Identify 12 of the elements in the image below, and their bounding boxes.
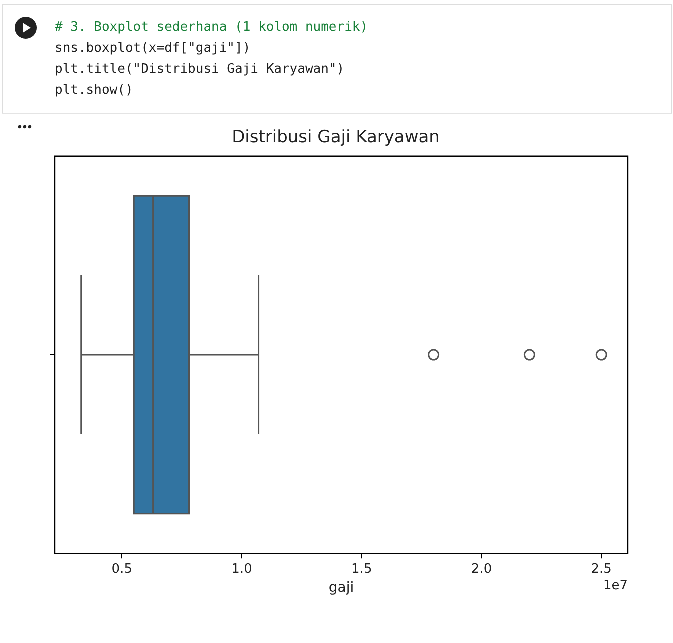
text: plt.title("Distribusi Gaji Karyawan") [55, 61, 346, 79]
x-tick-label: 1.5 [352, 562, 372, 577]
text: # 3. Boxplot sederhana (1 kolom numerik) [55, 19, 368, 37]
x-tick-label: 2.0 [471, 562, 492, 577]
x-tick-label: 1.0 [232, 562, 252, 577]
text: sns.boxplot(x=df["gaji"]) [55, 40, 252, 58]
x-tick-label: 0.5 [112, 562, 132, 577]
text: plt.show() [55, 82, 134, 100]
chart-title: Distribusi Gaji Karyawan [232, 128, 440, 148]
x-tick-label: 2.5 [591, 562, 612, 577]
text: 1e7 [603, 578, 628, 594]
x-axis-title: gaji [328, 580, 354, 596]
